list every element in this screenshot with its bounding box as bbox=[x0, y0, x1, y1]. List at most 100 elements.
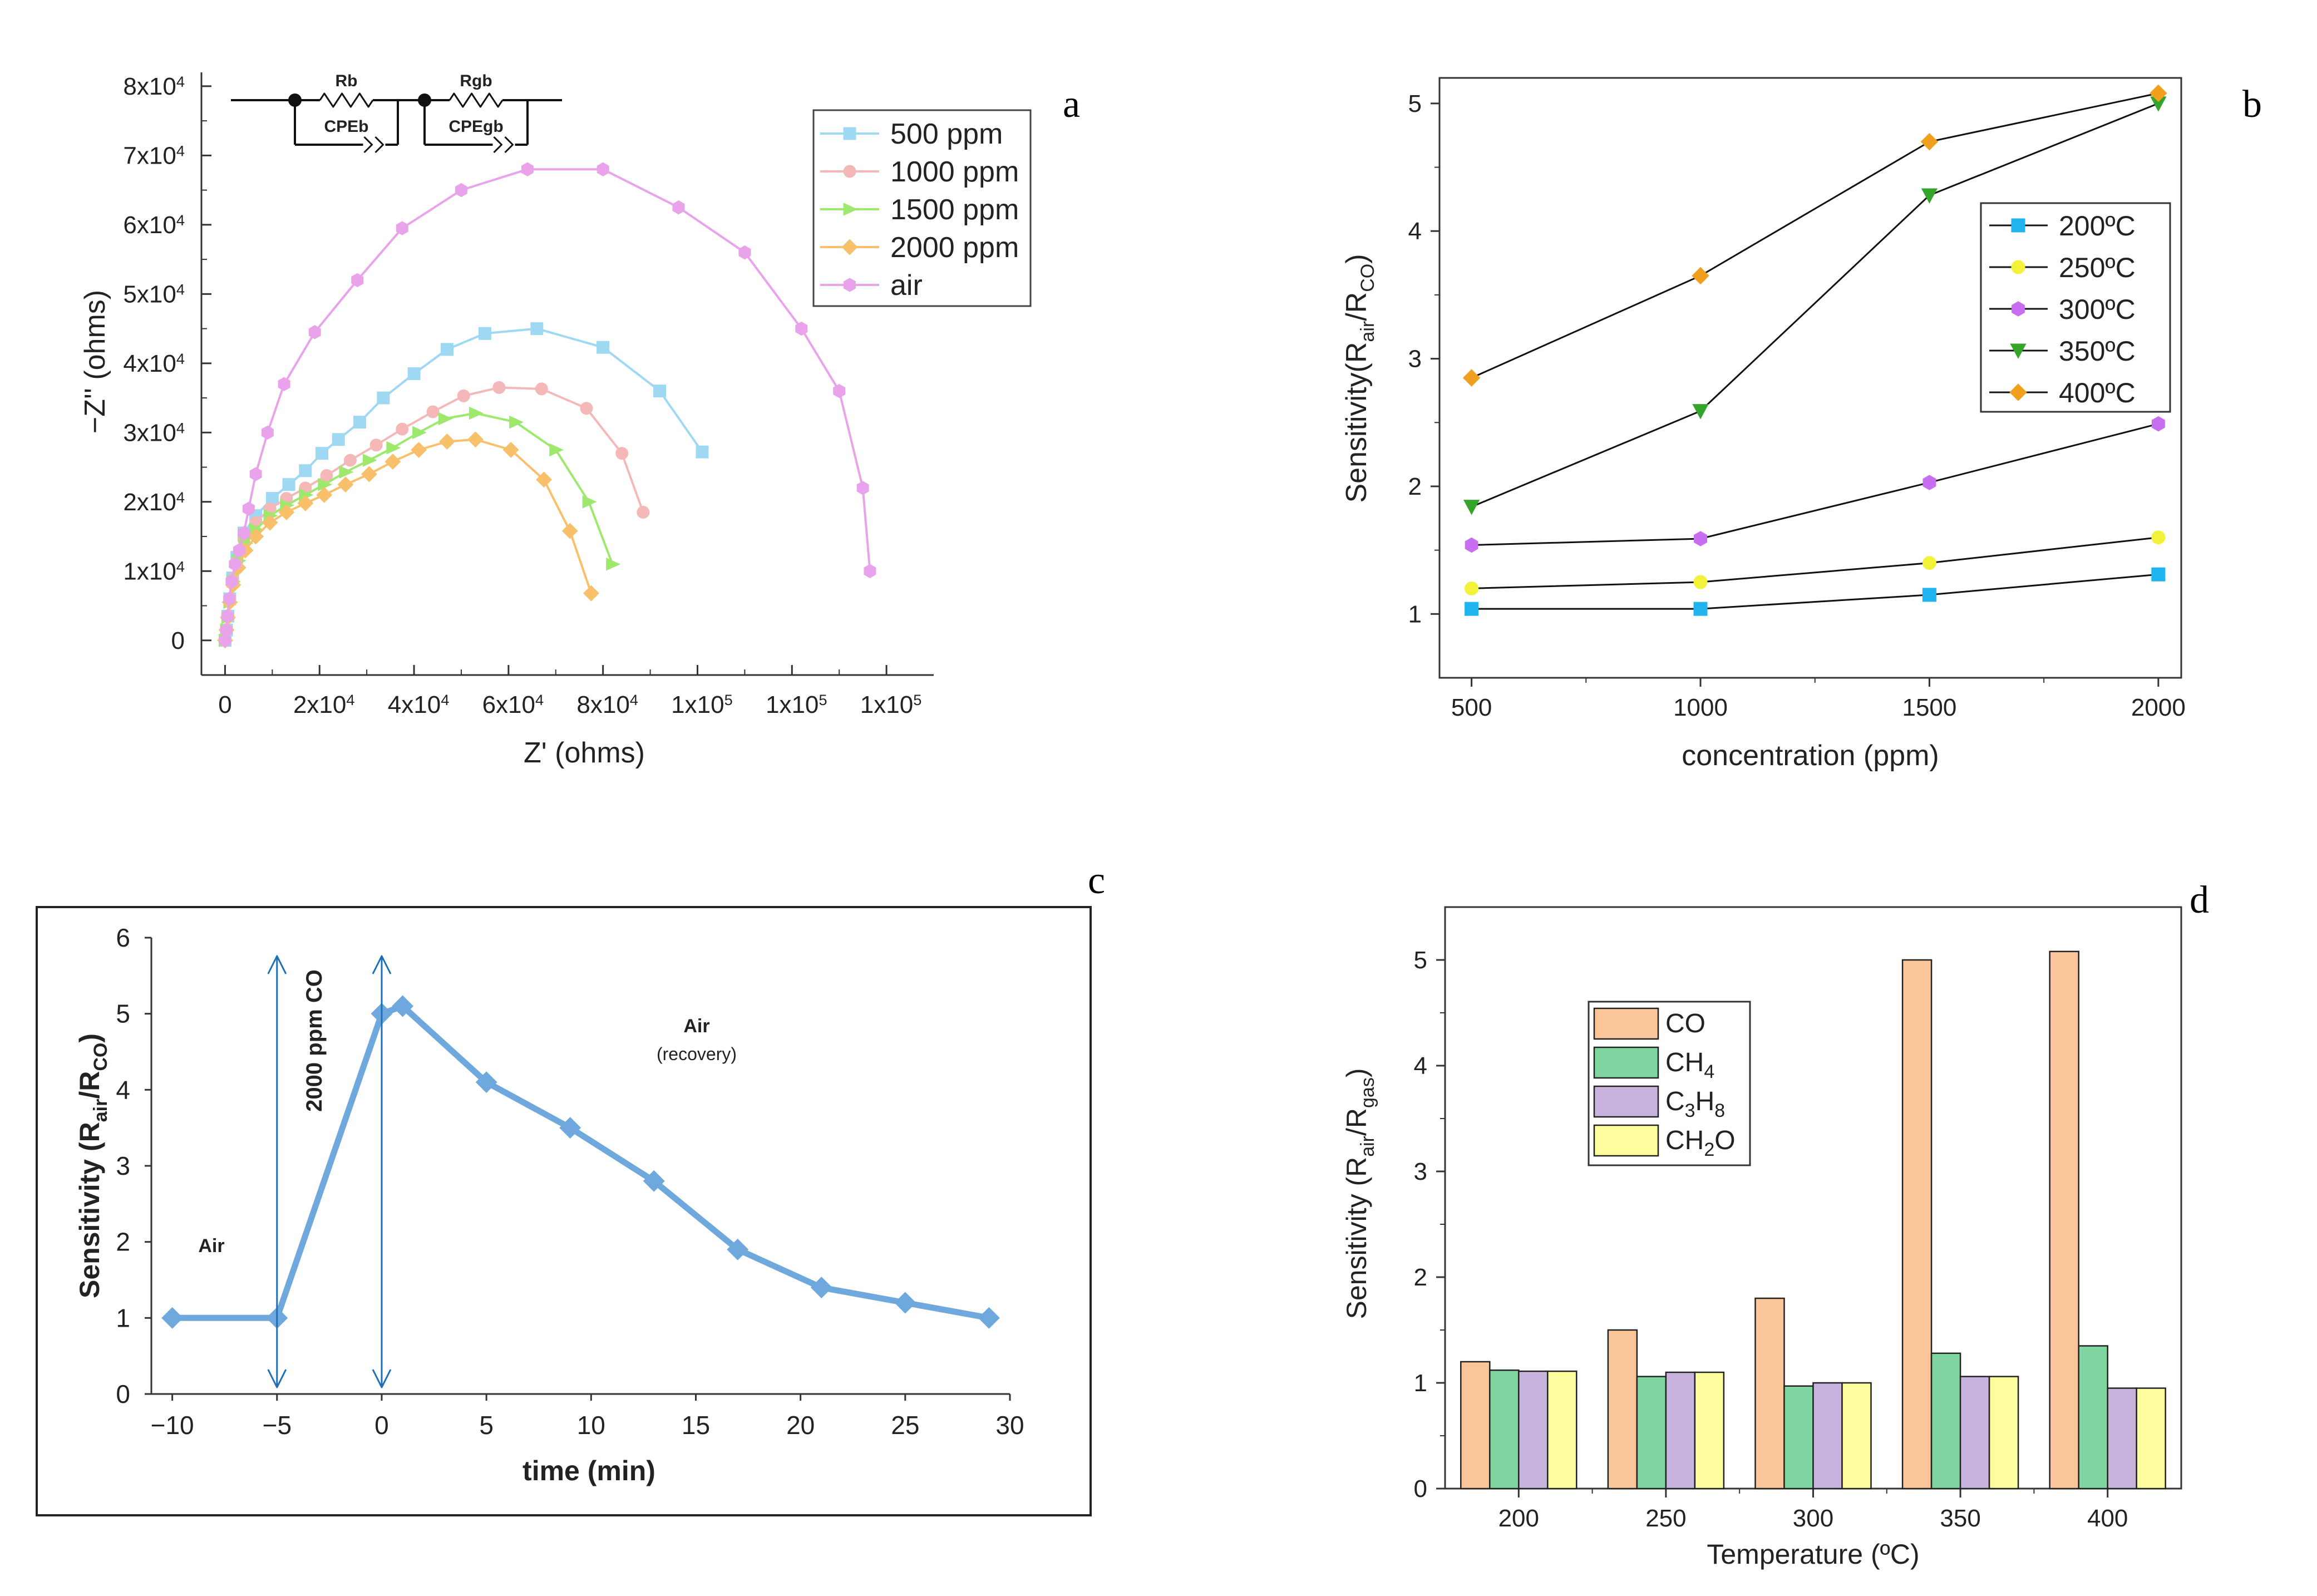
y-tick-label-part: 4 bbox=[176, 350, 185, 367]
panel-letter-c: c bbox=[1088, 859, 1105, 902]
series-line bbox=[1471, 92, 2159, 379]
data-point bbox=[521, 162, 534, 176]
bar-C3H8 bbox=[1665, 1371, 1696, 1490]
y-tick-label: 3 bbox=[1414, 1158, 1427, 1185]
data-point bbox=[316, 486, 333, 503]
y-axis-title-part: air bbox=[90, 1099, 111, 1122]
data-point bbox=[407, 367, 421, 380]
legend-label: 1000 ppm bbox=[890, 156, 1019, 188]
data-point bbox=[1465, 602, 1479, 616]
data-point bbox=[299, 464, 312, 477]
x-tick-label: 0 bbox=[218, 691, 231, 718]
legend-marker bbox=[2012, 301, 2025, 317]
data-point bbox=[351, 273, 364, 288]
x-tick-label: 20 bbox=[786, 1411, 815, 1440]
x-tick-label-part: 4x10 bbox=[388, 691, 441, 718]
data-point bbox=[561, 523, 578, 539]
data-point bbox=[361, 466, 377, 482]
data-point bbox=[469, 406, 484, 420]
y-tick-label: 3 bbox=[1408, 346, 1422, 373]
y-axis-title-part: /R bbox=[74, 1071, 105, 1099]
data-point bbox=[457, 389, 470, 402]
data-point bbox=[392, 995, 414, 1017]
data-point bbox=[396, 221, 408, 235]
panel-letter-a: a bbox=[1063, 83, 1080, 126]
bar-CH4 bbox=[1636, 1376, 1667, 1490]
legend-label: CH4 bbox=[1665, 1048, 1714, 1082]
data-point bbox=[615, 447, 629, 460]
y-tick-label: 3 bbox=[116, 1151, 130, 1180]
data-point bbox=[412, 426, 427, 440]
data-point bbox=[2151, 567, 2166, 582]
arrow-head-down-icon bbox=[372, 1369, 392, 1388]
y-tick-label: 5 bbox=[116, 999, 130, 1028]
series-line bbox=[1471, 536, 2159, 589]
y-tick-label-part: 1x10 bbox=[123, 558, 176, 585]
data-point bbox=[1922, 475, 1936, 490]
data-point bbox=[492, 381, 506, 394]
y-tick-label: 5 bbox=[1414, 947, 1427, 974]
data-point bbox=[1693, 575, 1708, 589]
data-point bbox=[384, 454, 401, 470]
data-point bbox=[455, 183, 467, 198]
data-point bbox=[502, 441, 519, 458]
y-axis-title: −Z'' (ohms) bbox=[79, 290, 111, 434]
series-200ºC bbox=[1465, 567, 2166, 616]
legend-label-part: 4 bbox=[1704, 1061, 1714, 1082]
legend-label-part: CH bbox=[1665, 1126, 1704, 1155]
y-axis-title-part: CO bbox=[90, 1043, 111, 1071]
data-point bbox=[643, 1170, 665, 1192]
legend-marker bbox=[843, 165, 856, 178]
annotation-exposure: 2000 ppm CO bbox=[302, 969, 327, 1112]
annotation-recovery: (recovery) bbox=[657, 1044, 737, 1064]
bar-C3H8 bbox=[1518, 1370, 1549, 1490]
cpe-icon bbox=[493, 136, 502, 154]
data-point bbox=[1463, 500, 1480, 515]
bar-CH4 bbox=[1930, 1352, 1961, 1490]
circuit-label: CPEb bbox=[324, 117, 368, 136]
data-point bbox=[426, 405, 440, 418]
data-point bbox=[1465, 581, 1479, 595]
data-point bbox=[478, 327, 491, 340]
data-point bbox=[856, 481, 869, 495]
data-point bbox=[606, 558, 621, 571]
data-point bbox=[249, 467, 262, 481]
bar-CH4 bbox=[2078, 1345, 2108, 1490]
data-point bbox=[221, 609, 234, 623]
bar-C3H8 bbox=[1812, 1382, 1843, 1490]
y-tick-label-part: 4 bbox=[176, 558, 185, 575]
bar-CO bbox=[1901, 959, 1933, 1490]
circuit-label: Rb bbox=[336, 72, 358, 90]
data-point bbox=[596, 341, 610, 354]
y-tick-label: 3x104 bbox=[123, 419, 185, 446]
data-point bbox=[475, 1071, 497, 1093]
legend-marker bbox=[844, 278, 856, 292]
x-tick-label-part: 1x10 bbox=[671, 691, 724, 718]
bar-CH2O bbox=[1841, 1382, 1872, 1490]
resistor-icon bbox=[448, 92, 504, 108]
data-point bbox=[262, 514, 278, 531]
data-point bbox=[386, 441, 401, 455]
data-point bbox=[549, 443, 564, 457]
bar-C3H8 bbox=[2107, 1387, 2137, 1490]
x-tick-label-part: 5 bbox=[819, 691, 827, 708]
x-tick-label: −10 bbox=[151, 1411, 194, 1440]
legend-swatch bbox=[1593, 1085, 1659, 1118]
series-line bbox=[1471, 573, 2159, 610]
circuit-label: CPEgb bbox=[448, 117, 503, 136]
data-point bbox=[297, 495, 314, 511]
data-point bbox=[320, 469, 333, 482]
x-axis-title: concentration (ppm) bbox=[1682, 740, 1939, 772]
data-point bbox=[332, 433, 345, 446]
y-axis-title-part: air bbox=[1357, 321, 1378, 342]
cpe-icon bbox=[374, 136, 384, 154]
x-tick-label-part: 0 bbox=[218, 691, 231, 718]
legend-label-part: 2 bbox=[1704, 1139, 1714, 1160]
data-point bbox=[583, 585, 599, 602]
data-point bbox=[438, 412, 453, 426]
data-point bbox=[1692, 267, 1709, 285]
data-point bbox=[580, 402, 593, 415]
data-point bbox=[411, 441, 427, 458]
